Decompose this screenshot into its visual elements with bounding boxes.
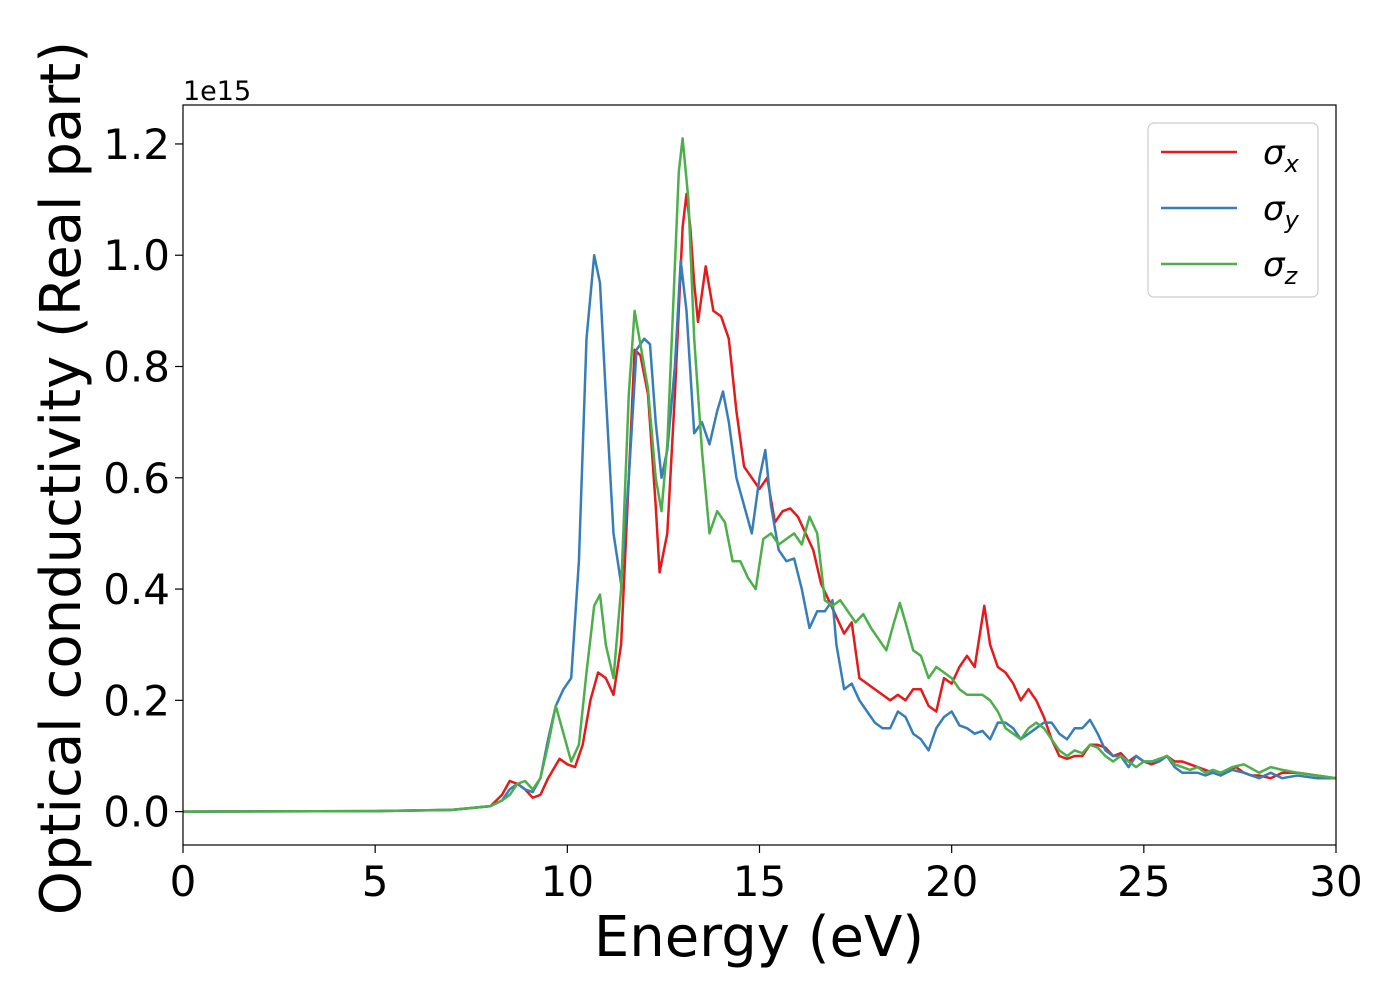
x-tick-label: 30 — [1309, 857, 1362, 906]
y-axis-label: Optical conductivity (Real part) — [29, 41, 94, 915]
legend-label-base: σ — [1263, 189, 1286, 229]
x-tick-label: 25 — [1117, 857, 1170, 906]
legend-label-base: σ — [1263, 133, 1286, 173]
legend-box — [1147, 122, 1319, 298]
legend-label-z: σz — [1263, 245, 1299, 290]
legend-label-subscript: x — [1284, 150, 1300, 178]
y-tick-label: 0.6 — [103, 454, 170, 503]
y-tick-label: 1.0 — [103, 231, 170, 280]
legend-label-y: σy — [1263, 189, 1300, 234]
x-tick-label: 0 — [170, 857, 197, 906]
y-tick-label: 1.2 — [103, 120, 170, 169]
legend-label-base: σ — [1263, 245, 1286, 285]
x-tick-label: 10 — [541, 857, 594, 906]
series-line-y — [183, 253, 1336, 813]
legend-label-subscript: y — [1284, 206, 1300, 234]
y-offset-label: 1e15 — [183, 76, 251, 107]
x-tick-label: 15 — [733, 857, 786, 906]
y-tick-label: 0.8 — [103, 343, 170, 392]
legend-label-x: σx — [1263, 133, 1300, 178]
legend-label-subscript: z — [1284, 262, 1299, 290]
y-tick-label: 0.0 — [103, 788, 170, 837]
y-tick-label: 0.2 — [103, 676, 170, 725]
series-layer — [183, 137, 1336, 813]
x-tick-label: 5 — [362, 857, 389, 906]
ticks-layer: 0 5 10 15 20 25 30 0.0 0.2 0.4 0.6 0.8 1.0 1.2 — [103, 120, 1363, 906]
series-line-z — [183, 137, 1336, 813]
x-tick-label: 20 — [925, 857, 978, 906]
y-tick-label: 0.4 — [103, 565, 170, 614]
x-axis-label: Energy (eV) — [594, 905, 924, 970]
